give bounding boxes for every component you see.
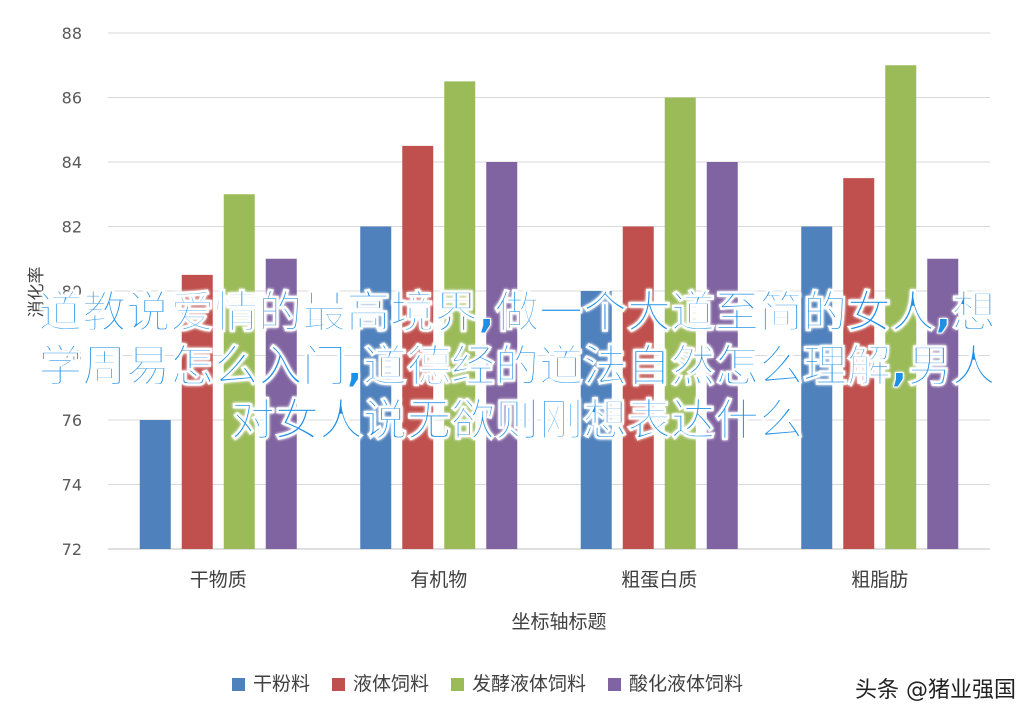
legend-swatch — [232, 678, 245, 691]
legend-label: 酸化液体饲料 — [629, 673, 743, 695]
bar — [139, 420, 171, 549]
x-tick-label: 有机物 — [410, 569, 467, 591]
legend-label: 液体饲料 — [353, 673, 429, 695]
bar — [360, 226, 392, 549]
bar — [580, 291, 612, 549]
y-tick-label: 84 — [62, 153, 82, 172]
bar — [223, 194, 255, 549]
bar — [843, 178, 875, 549]
bar — [801, 226, 833, 549]
bar — [181, 274, 213, 549]
legend-label: 发酵液体饲料 — [472, 673, 586, 695]
x-tick-label: 粗脂肪 — [851, 569, 908, 591]
legend-label: 干粉料 — [253, 673, 310, 695]
bar — [927, 258, 959, 549]
y-tick-label: 76 — [62, 411, 82, 430]
y-tick-label: 74 — [62, 476, 82, 495]
y-tick-label: 78 — [62, 347, 82, 366]
watermark: 头条 @猪业强国 — [855, 678, 1016, 703]
bar — [486, 162, 518, 549]
y-tick-label: 82 — [62, 218, 82, 237]
x-axis-title: 坐标轴标题 — [511, 611, 606, 633]
bar — [402, 145, 434, 549]
bar — [265, 258, 297, 549]
overlay-text: 道教说爱情的最高境界,做一个大道至简的女人,想学周易怎么入门,道德经的道法自然怎… — [38, 287, 996, 447]
y-axis-title: 消化率 — [27, 267, 47, 318]
y-tick-label: 72 — [62, 540, 82, 559]
legend-swatch — [332, 678, 345, 691]
x-tick-label: 干物质 — [190, 569, 247, 591]
legend-swatch — [608, 678, 621, 691]
bar — [706, 162, 738, 549]
x-tick-label: 粗蛋白质 — [621, 569, 697, 591]
y-tick-label: 88 — [62, 24, 82, 43]
bar — [444, 81, 476, 549]
bar — [885, 65, 917, 549]
bar — [622, 226, 654, 549]
y-tick-label: 86 — [62, 89, 82, 108]
y-tick-label: 80 — [62, 282, 82, 301]
legend-swatch — [451, 678, 464, 691]
bar — [664, 97, 696, 549]
